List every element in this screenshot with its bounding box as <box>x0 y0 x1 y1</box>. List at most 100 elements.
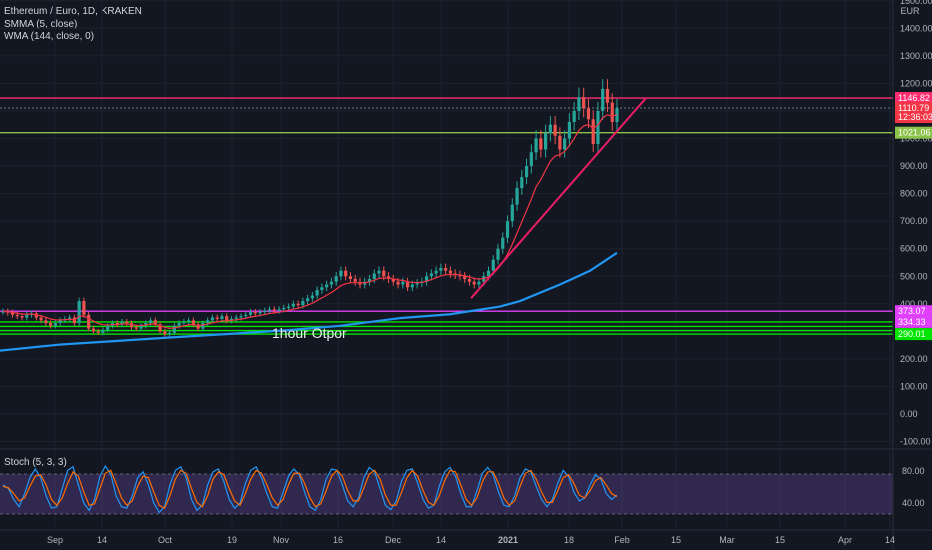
candle-body <box>601 88 605 111</box>
stoch-legend[interactable]: Stoch (5, 3, 3) <box>4 457 67 468</box>
candle-body <box>296 303 300 306</box>
candle-body <box>353 279 357 282</box>
price-tick-label: 0.00 <box>900 409 918 419</box>
candle-body <box>572 110 576 122</box>
stoch-tick-80: 80.00 <box>902 466 925 476</box>
candle-body <box>182 321 186 324</box>
time-tick-label: 14 <box>97 535 107 545</box>
candle-body <box>582 97 586 109</box>
candle-body <box>129 323 134 328</box>
candle-body <box>577 97 581 111</box>
candle-body <box>101 329 105 333</box>
time-axis[interactable]: Sep 14 Oct 19 Nov 16 Dec 14 2021 18 Feb 15 Mar 15 Apr 1… <box>47 535 895 545</box>
price-tag <box>895 305 932 318</box>
candle-body <box>548 124 552 133</box>
candle-body <box>77 301 81 324</box>
candle-body <box>306 298 310 302</box>
candle-body <box>48 323 53 326</box>
price-tag <box>895 126 932 139</box>
candle-body <box>87 314 91 329</box>
symbol-title[interactable]: Ethereum / Euro, 1D, KRAKEN <box>4 6 142 17</box>
candle-body <box>529 152 533 167</box>
price-tag-label: 334.33 <box>898 317 926 327</box>
price-tag-label: 1110.79 <box>898 103 929 113</box>
time-tick-label: 19 <box>227 535 237 545</box>
candle-body <box>172 325 176 333</box>
candle-body <box>167 332 172 335</box>
candle-body <box>201 323 205 329</box>
candle-body <box>429 273 433 277</box>
candle-body <box>277 309 281 311</box>
candle-body <box>253 312 257 314</box>
horizontal-levels <box>0 97 893 335</box>
candle-body <box>477 281 481 285</box>
candle-body <box>372 273 376 280</box>
time-tick-label: 14 <box>436 535 446 545</box>
candle-body <box>206 320 210 324</box>
candle-body <box>396 281 400 285</box>
candle-body <box>520 177 524 189</box>
price-tag-label: 12:36:03 <box>898 112 932 122</box>
wma-legend[interactable]: WMA (144, close, 0) <box>4 31 95 42</box>
candle-body <box>225 316 229 321</box>
candle-body <box>558 135 562 150</box>
candle-body <box>348 276 353 280</box>
candle-body <box>134 327 138 329</box>
candle-body <box>315 290 319 296</box>
candle-body <box>258 312 262 314</box>
candle-body <box>415 283 419 285</box>
candle-body <box>596 110 600 145</box>
price-tick-label: 400.00 <box>900 299 928 309</box>
candle-body <box>320 287 324 291</box>
price-tick-label: 900.00 <box>900 161 928 171</box>
candle-body <box>377 270 381 274</box>
candle-body <box>187 320 191 322</box>
candle-body <box>510 204 514 222</box>
candle-body <box>91 328 96 332</box>
price-axis[interactable]: 1500.001400.001300.001200.001100.001000.… <box>900 0 932 447</box>
candle-body <box>544 132 548 150</box>
candle-body <box>472 281 476 285</box>
price-tag-label: 290.01 <box>898 329 926 339</box>
price-tick-label: 1400.00 <box>900 23 932 33</box>
candle-body <box>10 312 15 315</box>
candle-body <box>53 323 57 326</box>
candle-body <box>310 295 314 299</box>
stoch-d-line <box>2 469 618 510</box>
price-tick-label: 700.00 <box>900 216 928 226</box>
candle-body <box>196 324 200 329</box>
price-tag <box>895 92 932 105</box>
candle-body <box>496 248 500 260</box>
candle-body <box>382 270 386 277</box>
candle-body <box>486 270 491 277</box>
annotation-text: 1hour Otpor <box>272 325 347 341</box>
currency-label: EUR <box>900 6 920 16</box>
price-tag-label: 1146.82 <box>898 93 930 103</box>
candle-body <box>244 314 248 317</box>
candle-body <box>553 124 557 136</box>
candle-body <box>605 88 610 103</box>
time-tick-label: 15 <box>775 535 785 545</box>
candle-body <box>491 259 495 271</box>
candle-body <box>339 270 343 277</box>
candle-body <box>534 138 538 153</box>
candle-body <box>425 276 429 282</box>
time-tick-label: 2021 <box>498 535 518 545</box>
price-tag-label: 1021.06 <box>898 128 931 138</box>
price-tick-label: -100.00 <box>900 437 931 447</box>
stoch-k-line <box>2 464 618 514</box>
smma-legend[interactable]: SMMA (5, close) <box>4 19 78 30</box>
price-tick-label: 100.00 <box>900 381 928 391</box>
candle-body <box>267 309 272 311</box>
candle-body <box>405 281 410 288</box>
candle-body <box>34 313 38 318</box>
candle-body <box>286 306 291 308</box>
candle-body <box>463 276 467 280</box>
candle-body <box>153 320 157 325</box>
time-tick-label: Apr <box>838 535 852 545</box>
candle-body <box>215 317 219 319</box>
candle-body <box>263 310 267 313</box>
candle-body <box>158 324 162 332</box>
time-tick-label: Oct <box>158 535 173 545</box>
